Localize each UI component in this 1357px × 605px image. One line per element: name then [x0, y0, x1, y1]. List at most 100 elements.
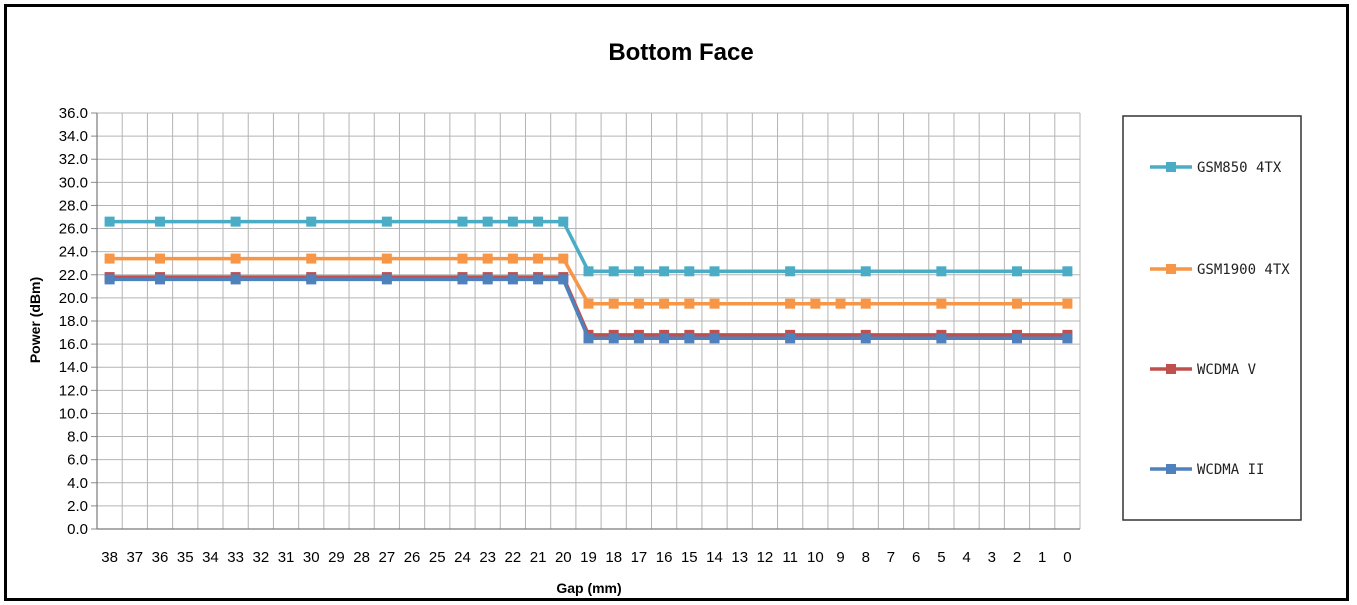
data-point	[1062, 333, 1073, 344]
data-point	[482, 216, 493, 227]
y-tick-label: 6.0	[67, 452, 88, 469]
x-tick-label: 15	[681, 549, 698, 566]
y-tick-label: 20.0	[59, 290, 88, 307]
data-point	[608, 266, 619, 277]
data-point	[482, 274, 493, 285]
series-line	[109, 256, 1068, 306]
data-point	[1011, 333, 1022, 344]
x-tick-label: 10	[807, 549, 824, 566]
data-point	[558, 253, 569, 264]
x-tick-label: 38	[101, 549, 118, 566]
x-tick-label: 6	[912, 549, 920, 566]
data-point	[155, 216, 166, 227]
data-point	[230, 253, 241, 264]
data-point	[104, 253, 115, 264]
grid	[91, 112, 1081, 530]
x-tick-label: 32	[252, 549, 269, 566]
y-tick-label: 2.0	[67, 498, 88, 515]
data-point	[306, 274, 317, 285]
legend-label: WCDMA V	[1197, 362, 1257, 378]
data-point	[583, 333, 594, 344]
x-tick-label: 23	[479, 549, 496, 566]
data-point	[608, 298, 619, 309]
data-point	[633, 266, 644, 277]
x-axis-title: Gap (mm)	[556, 580, 621, 596]
y-tick-label: 30.0	[59, 174, 88, 191]
data-point	[558, 216, 569, 227]
data-point	[684, 298, 695, 309]
y-tick-label: 18.0	[59, 313, 88, 330]
data-point	[507, 216, 518, 227]
data-point	[684, 333, 695, 344]
y-tick-label: 10.0	[59, 405, 88, 422]
legend-box	[1122, 115, 1302, 521]
legend-marker	[1166, 162, 1176, 172]
y-tick-label: 12.0	[59, 382, 88, 399]
x-tick-label: 22	[505, 549, 522, 566]
data-point	[785, 266, 796, 277]
legend-marker	[1166, 464, 1176, 474]
x-tick-label: 13	[731, 549, 748, 566]
x-tick-label: 30	[303, 549, 320, 566]
data-point	[155, 253, 166, 264]
data-point	[381, 253, 392, 264]
data-point	[381, 216, 392, 227]
x-tick-label: 4	[962, 549, 970, 566]
data-point	[155, 274, 166, 285]
data-point	[457, 253, 468, 264]
data-point	[709, 266, 720, 277]
data-point	[306, 253, 317, 264]
data-point	[104, 274, 115, 285]
data-point	[659, 266, 670, 277]
legend-label: WCDMA II	[1197, 462, 1264, 478]
data-point	[936, 298, 947, 309]
y-tick-label: 4.0	[67, 475, 88, 492]
data-point	[709, 298, 720, 309]
data-point	[936, 266, 947, 277]
legend-marker	[1166, 264, 1176, 274]
x-tick-label: 9	[836, 549, 844, 566]
x-tick-label: 33	[227, 549, 244, 566]
x-tick-label: 20	[555, 549, 572, 566]
series-lines	[104, 216, 1073, 344]
y-axis-title: Power (dBm)	[27, 277, 43, 363]
y-tick-label: 16.0	[59, 336, 88, 353]
x-tick-label: 19	[580, 549, 597, 566]
data-point	[533, 274, 544, 285]
y-tick-label: 34.0	[59, 128, 88, 145]
y-tick-label: 22.0	[59, 267, 88, 284]
x-tick-label: 0	[1063, 549, 1071, 566]
x-tick-label: 7	[887, 549, 895, 566]
data-point	[608, 333, 619, 344]
y-tick-label: 26.0	[59, 221, 88, 238]
data-point	[306, 216, 317, 227]
x-tick-label: 16	[656, 549, 673, 566]
x-tick-label: 35	[177, 549, 194, 566]
x-tick-label: 24	[454, 549, 471, 566]
data-point	[533, 216, 544, 227]
data-point	[785, 298, 796, 309]
data-point	[659, 298, 670, 309]
x-tick-label: 34	[202, 549, 219, 566]
x-tick-label: 18	[605, 549, 622, 566]
data-point	[860, 298, 871, 309]
x-tick-label: 27	[379, 549, 396, 566]
y-tick-label: 14.0	[59, 359, 88, 376]
data-point	[230, 216, 241, 227]
data-point	[1062, 298, 1073, 309]
series-line	[109, 277, 1068, 341]
legend-label: GSM1900 4TX	[1197, 262, 1290, 278]
x-tick-label: 11	[782, 549, 798, 566]
y-tick-label: 36.0	[59, 105, 88, 122]
y-tick-label: 32.0	[59, 151, 88, 168]
legend-label: GSM850 4TX	[1197, 160, 1282, 176]
data-point	[860, 333, 871, 344]
data-point	[936, 333, 947, 344]
x-tick-label: 28	[353, 549, 370, 566]
data-point	[633, 298, 644, 309]
y-tick-label: 0.0	[67, 521, 88, 538]
data-point	[1011, 266, 1022, 277]
data-point	[835, 298, 846, 309]
y-tick-label: 24.0	[59, 244, 88, 261]
